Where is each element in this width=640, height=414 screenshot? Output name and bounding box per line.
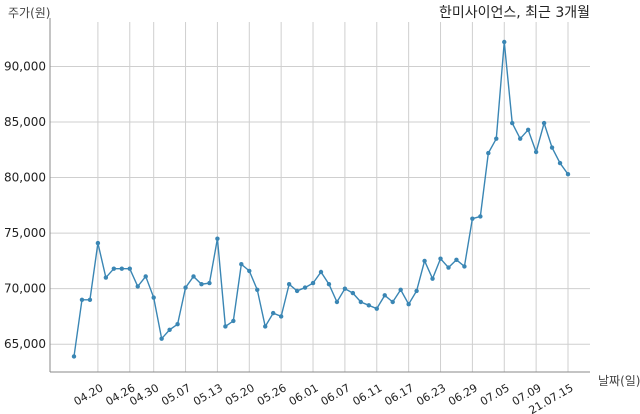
data-point (502, 39, 507, 45)
data-point (223, 324, 228, 329)
data-point (135, 284, 140, 289)
data-point (111, 266, 117, 271)
data-point (247, 268, 252, 274)
data-point (350, 290, 356, 296)
y-tick-label: 75,000 (4, 226, 46, 240)
data-point (525, 127, 531, 132)
data-point (414, 288, 419, 294)
data-point (406, 302, 411, 307)
x-tick-label: 06.29 (446, 381, 480, 408)
data-point (366, 303, 372, 308)
data-point (167, 327, 172, 332)
data-point (239, 262, 244, 267)
data-point (318, 269, 324, 275)
data-point (310, 280, 316, 286)
data-point (278, 314, 284, 319)
y-tick-label: 80,000 (4, 171, 46, 185)
data-point (462, 264, 467, 269)
data-point (191, 274, 196, 279)
y-tick-label: 65,000 (4, 337, 46, 351)
data-point (478, 214, 483, 219)
data-point (79, 297, 85, 302)
chart-title: 한미사이언스, 최근 3개월 (439, 5, 590, 21)
data-point (159, 336, 164, 341)
data-point (374, 306, 379, 311)
x-tick-label: 06.17 (382, 381, 416, 408)
y-axis-ticks: 65,000 70,000 75,000 80,000 85,000 90,000 (4, 59, 46, 351)
data-point (302, 285, 308, 290)
data-point (342, 286, 348, 291)
data-point (119, 266, 125, 271)
data-point (390, 299, 395, 305)
data-point (183, 285, 188, 290)
axes (49, 18, 590, 373)
data-point (87, 297, 93, 302)
data-point (286, 282, 292, 287)
x-axis-label: 날짜(일) (598, 374, 640, 388)
data-point (270, 310, 276, 316)
grid (50, 22, 590, 372)
y-tick-label: 90,000 (4, 59, 46, 73)
data-point (446, 265, 451, 270)
y-axis-label: 주가(원) (8, 6, 50, 20)
data-point (255, 287, 260, 292)
data-point (231, 318, 236, 324)
data-point (103, 275, 109, 280)
data-point (175, 322, 180, 327)
data-point (334, 299, 340, 305)
data-point (470, 216, 475, 221)
data-point (382, 293, 387, 298)
x-tick-label: 06.07 (319, 381, 353, 408)
y-tick-label: 70,000 (4, 282, 46, 296)
data-point (430, 276, 435, 281)
data-point (541, 120, 547, 126)
x-tick-label: 05.07 (159, 381, 193, 408)
data-point (143, 274, 148, 279)
x-tick-label: 04.20 (72, 381, 106, 408)
data-point (127, 266, 132, 271)
data-point (263, 324, 268, 329)
data-point (533, 149, 539, 155)
x-tick-label: 07.05 (478, 381, 512, 408)
data-points (71, 39, 571, 359)
data-point (510, 120, 515, 126)
data-point (215, 236, 220, 241)
data-point (517, 136, 523, 141)
y-tick-label: 85,000 (4, 115, 46, 129)
x-tick-label: 06.11 (350, 381, 384, 408)
data-point (71, 354, 77, 359)
series-line (73, 41, 569, 357)
x-tick-label: 05.13 (191, 381, 225, 408)
data-point (557, 160, 563, 166)
data-point (565, 172, 571, 177)
data-point (151, 295, 156, 300)
data-point (494, 136, 499, 141)
x-tick-label: 06.23 (414, 381, 448, 408)
data-point (207, 280, 212, 286)
data-point (549, 145, 555, 150)
x-axis-ticks: 04.2004.2604.3005.0705.1305.2005.2606.01… (72, 381, 576, 414)
data-point (486, 150, 491, 156)
data-point (398, 287, 403, 292)
x-tick-label: 05.20 (223, 381, 257, 408)
data-point (294, 288, 300, 294)
x-tick-label: 06.01 (287, 381, 321, 408)
data-point (199, 282, 204, 287)
data-point (454, 257, 459, 262)
data-point (438, 256, 443, 261)
x-tick-label: 05.26 (255, 381, 289, 408)
data-point (422, 258, 427, 264)
data-point (95, 240, 101, 246)
data-point (358, 299, 364, 305)
data-point (326, 282, 332, 287)
